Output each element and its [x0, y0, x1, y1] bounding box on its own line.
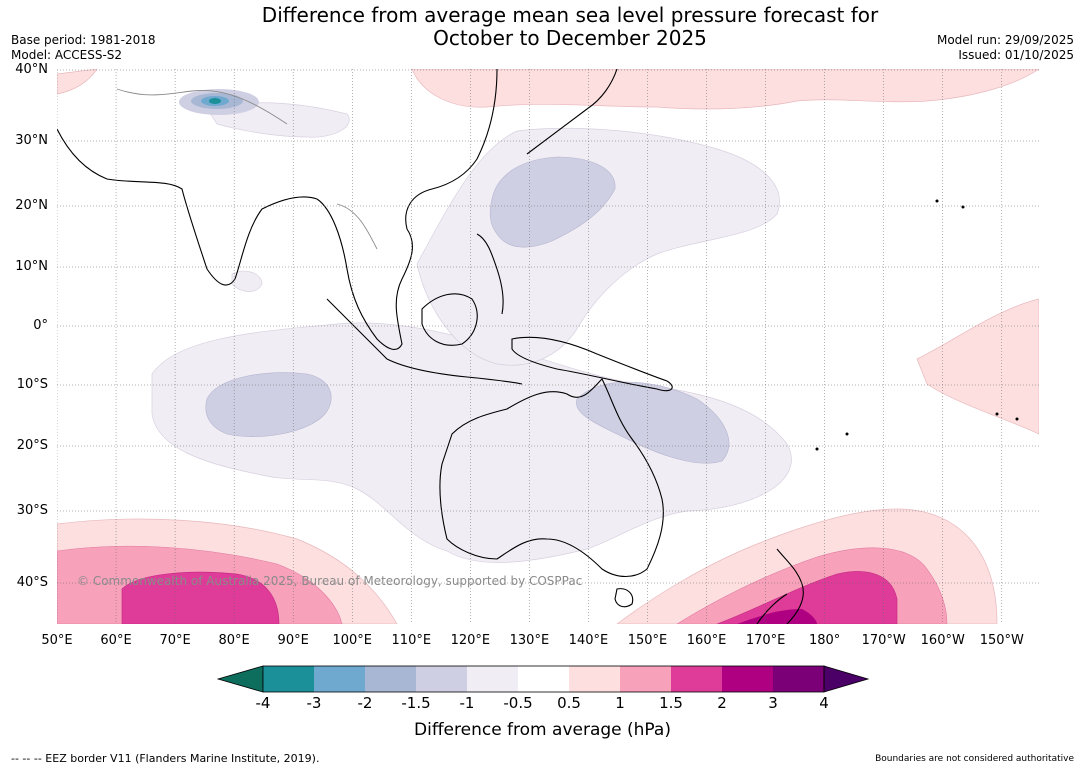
anomaly-region-india [231, 270, 263, 292]
colorbar-tick-label: -0.5 [503, 694, 533, 712]
longitude-label: 160°W [920, 633, 965, 648]
colorbar-cell [518, 666, 569, 692]
model-info: Base period: 1981-2018 Model: ACCESS-S2 [11, 33, 156, 63]
colorbar-tick-label: -3 [306, 694, 322, 712]
latitude-label: 20°S [16, 438, 48, 453]
anomaly-region-philippine-core [489, 156, 616, 248]
colorbar-title: Difference from average (hPa) [414, 720, 671, 740]
coastline-australia [439, 378, 664, 578]
colorbar-tick-label: 1 [615, 694, 625, 712]
coastline-india [57, 128, 318, 286]
coastline-new-guinea [511, 336, 673, 392]
latitude-label: 30°N [15, 133, 48, 148]
latitude-label: 40°S [16, 575, 48, 590]
colorbar-tick-label: 3 [768, 694, 778, 712]
longitude-label: 160°E [686, 633, 727, 648]
colorbar-cell [722, 666, 773, 692]
longitude-label: 170°E [745, 633, 786, 648]
longitude-label: 120°E [450, 633, 491, 648]
longitude-label: 170°W [861, 633, 906, 648]
anomaly-region-southern-indian-core [121, 571, 280, 624]
island-dot [935, 199, 939, 203]
latitude-label: 10°N [15, 259, 48, 274]
base-period: Base period: 1981-2018 [11, 33, 156, 47]
coastline-borneo [421, 293, 478, 346]
latitude-label: 10°S [16, 377, 48, 392]
anomaly-region-south-indian-core [205, 372, 332, 437]
latitude-label: 30°S [16, 503, 48, 518]
colorbar-cell [671, 666, 722, 692]
longitude-label: 100°E [332, 633, 373, 648]
colorbar-tick-label: -1.5 [401, 694, 431, 712]
colorbar-tick-label: -4 [255, 694, 271, 712]
coastline-sumatra-java [326, 298, 523, 385]
colorbar-cell [569, 666, 620, 692]
coastline-philippines [476, 233, 504, 315]
border-china-north [116, 88, 288, 125]
colorbar-tick-label: -2 [357, 694, 373, 712]
colorbar-cells [217, 665, 869, 693]
map-title: Difference from average mean sea level p… [0, 4, 1085, 50]
anomaly-region-north-pacific [411, 69, 1039, 110]
longitude-label: 70°E [159, 633, 191, 648]
longitude-label: 110°E [391, 633, 432, 648]
colorbar-tick-label: 2 [717, 694, 727, 712]
coastline-japan [526, 69, 618, 155]
colorbar-tick-label: -1 [459, 694, 475, 712]
colorbar-tick-label: 4 [819, 694, 829, 712]
colorbar-cell [773, 666, 824, 692]
island-dot [995, 412, 999, 416]
pressure-anomaly-map [57, 69, 1039, 624]
coastline-tasmania [614, 588, 634, 608]
anomaly-himalaya-core [209, 98, 221, 104]
eez-legend: -- -- -- EEZ border V11 (Flanders Marine… [11, 752, 320, 765]
longitude-label: 80°E [218, 633, 250, 648]
anomaly-plus-1-5-regions [121, 571, 898, 624]
anomaly-region-east-pacific [916, 298, 1039, 435]
coastline-new-zealand [756, 548, 804, 624]
colorbar-cell [416, 666, 467, 692]
longitude-label: 90°E [277, 633, 309, 648]
colorbar-above-extension [823, 665, 869, 693]
colorbar-tick-label: 0.5 [557, 694, 581, 712]
island-dot [1015, 417, 1019, 421]
latitude-label: 0° [33, 318, 48, 333]
longitude-label: 130°E [509, 633, 550, 648]
colorbar-below-extension [217, 665, 264, 693]
model-name: Model: ACCESS-S2 [11, 48, 123, 62]
colorbar-cell [263, 666, 314, 692]
colorbar-cell [620, 666, 671, 692]
anomaly-minus-1-regions [205, 156, 730, 464]
coastline-southeast-asia [316, 69, 498, 350]
title-line-1: Difference from average mean sea level p… [261, 3, 879, 27]
longitude-label: 50°E [41, 633, 73, 648]
graticule [57, 69, 1039, 624]
anomaly-region-coral-sea-core [576, 381, 730, 464]
longitude-label: 150°E [627, 633, 668, 648]
island-dot [815, 447, 819, 451]
model-run: Model run: 29/09/2025 [936, 33, 1074, 47]
colorbar-frame [262, 665, 825, 693]
coastlines [57, 69, 804, 624]
copyright-notice: © Commonwealth of Australia 2025, Bureau… [77, 574, 583, 588]
colorbar-cell [365, 666, 416, 692]
colorbar-cell [314, 666, 365, 692]
longitude-label: 180° [808, 633, 841, 648]
title-line-2: October to December 2025 [433, 26, 707, 50]
anomaly-region-himalaya [179, 89, 259, 115]
longitude-label: 60°E [100, 633, 132, 648]
latitude-label: 40°N [15, 62, 48, 77]
longitude-label: 150°W [979, 633, 1024, 648]
issued-date: Issued: 01/10/2025 [958, 48, 1074, 62]
anomaly-region-new-zealand-core [716, 571, 898, 624]
latitude-label: 20°N [15, 198, 48, 213]
colorbar [217, 665, 869, 693]
run-info: Model run: 29/09/2025 Issued: 01/10/2025 [937, 33, 1074, 63]
longitude-label: 140°E [568, 633, 609, 648]
boundaries-note: Boundaries are not considered authoritat… [875, 754, 1074, 764]
colorbar-cell [467, 666, 518, 692]
colorbar-tick-label: 1.5 [659, 694, 683, 712]
island-dot [845, 432, 849, 436]
